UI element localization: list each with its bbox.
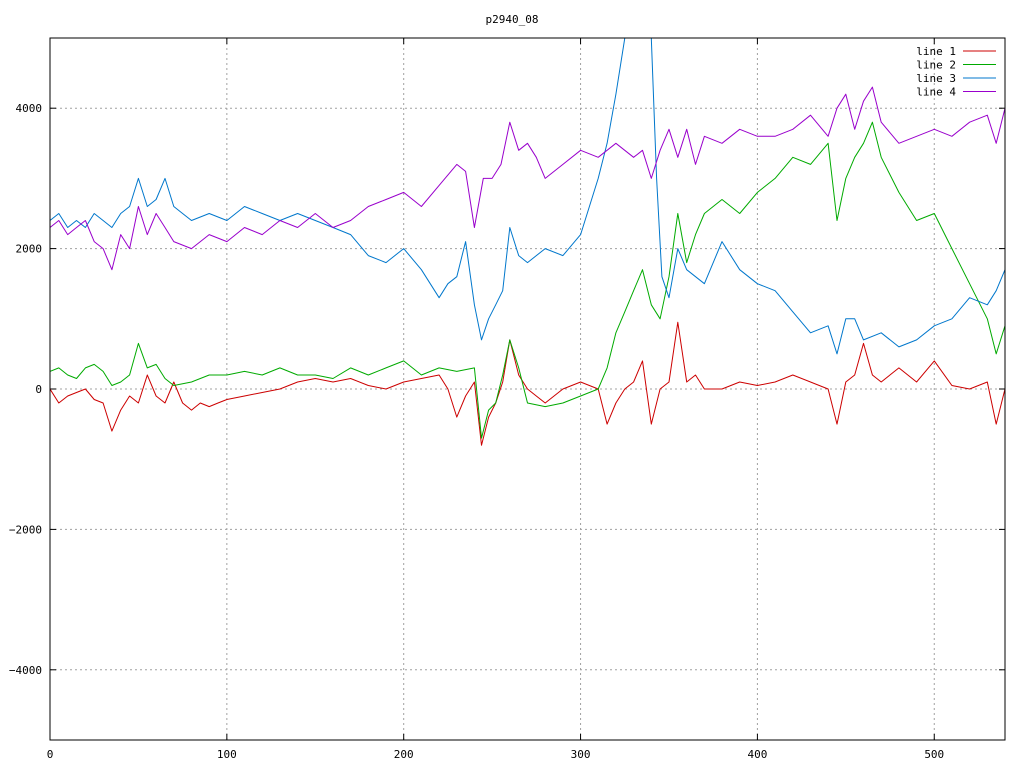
series-line-3 — [50, 38, 1005, 355]
chart-title: p2940_08 — [486, 13, 539, 26]
x-tick-label: 500 — [924, 748, 944, 761]
x-tick-label: 400 — [747, 748, 767, 761]
series-layer — [50, 38, 1005, 446]
legend-label: line 1 — [916, 45, 956, 58]
x-tick-label: 100 — [217, 748, 237, 761]
y-tick-label: 0 — [35, 383, 42, 396]
y-tick-label: −4000 — [9, 664, 42, 677]
y-tick-label: −2000 — [9, 523, 42, 536]
x-tick-label: 0 — [47, 748, 54, 761]
grid — [49, 38, 1005, 740]
series-line-1 — [50, 321, 1005, 446]
legend-label: line 4 — [916, 86, 956, 99]
legend-label: line 3 — [916, 72, 956, 85]
plot-frame — [49, 37, 1006, 741]
axes: 0 100 200 300 400 500 −4000 −2000 0 2000 4000 — [9, 38, 1005, 761]
series-line-4 — [50, 86, 1005, 271]
x-tick-label: 300 — [571, 748, 591, 761]
y-tick-label: 4000 — [16, 102, 43, 115]
x-tick-label: 200 — [394, 748, 414, 761]
series-line-2 — [50, 121, 1005, 439]
y-tick-label: 2000 — [16, 243, 43, 256]
legend-label: line 2 — [916, 59, 956, 72]
